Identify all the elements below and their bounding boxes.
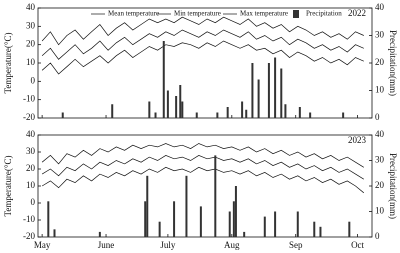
legend-label: Max temperature bbox=[240, 10, 288, 18]
x-tick-label: Aug bbox=[224, 240, 240, 250]
legend-label: Precipitation bbox=[306, 10, 342, 18]
plot-frame bbox=[37, 134, 373, 238]
y2-tick-label: 30 bbox=[375, 30, 385, 40]
precipitation-bar bbox=[298, 107, 301, 118]
precipitation-bar bbox=[313, 221, 316, 237]
precipitation-bar bbox=[154, 112, 157, 118]
precipitation-bar bbox=[173, 201, 176, 237]
legend-label: Mean temperature bbox=[108, 10, 159, 18]
x-tick-label: June bbox=[98, 240, 115, 250]
precipitation-bar bbox=[195, 112, 198, 118]
y-tick-label: 20 bbox=[26, 39, 36, 49]
temperature-line bbox=[41, 16, 364, 46]
y2-tick-label: 40 bbox=[375, 2, 385, 12]
precipitation-bar bbox=[234, 186, 237, 237]
precipitation-bar bbox=[263, 216, 266, 237]
temperature-line bbox=[41, 143, 364, 168]
y-tick-label: 0 bbox=[31, 75, 36, 85]
temperature-line bbox=[41, 29, 364, 60]
precipitation-bar bbox=[228, 211, 231, 237]
legend-label: Min temperature bbox=[174, 10, 221, 18]
precipitation-bar bbox=[144, 201, 147, 237]
precipitation-bar bbox=[296, 211, 299, 237]
y-axis-label: Temperature(°C) bbox=[3, 33, 13, 94]
x-tick-label: Oct bbox=[351, 240, 364, 250]
precipitation-bar bbox=[53, 229, 56, 237]
precipitation-bar bbox=[199, 206, 202, 237]
precipitation-bar bbox=[162, 41, 165, 118]
precipitation-bar bbox=[166, 90, 169, 118]
y-tick-label: -10 bbox=[23, 214, 35, 224]
plot-frame bbox=[37, 7, 373, 119]
y2-tick-label: 20 bbox=[375, 57, 385, 67]
y-tick-label: 0 bbox=[31, 197, 36, 207]
temperature-line bbox=[41, 40, 364, 75]
precipitation-bar bbox=[226, 107, 229, 118]
y-tick-label: -20 bbox=[23, 231, 35, 241]
precipitation-bar bbox=[148, 101, 151, 118]
precipitation-bar bbox=[243, 231, 246, 237]
precipitation-bar bbox=[179, 85, 182, 118]
year-label: 2022 bbox=[348, 8, 366, 18]
x-tick-label: May bbox=[34, 240, 51, 250]
precipitation-bar bbox=[257, 79, 260, 118]
x-tick-label: Sep bbox=[289, 240, 303, 250]
y2-axis-label: Precipitation(mm) bbox=[388, 30, 398, 96]
precipitation-bar bbox=[232, 201, 235, 237]
y2-tick-label: 10 bbox=[375, 85, 385, 95]
precipitation-bar bbox=[61, 112, 64, 118]
y2-tick-label: 0 bbox=[375, 231, 380, 241]
y2-tick-label: 20 bbox=[375, 180, 385, 190]
y2-tick-label: 30 bbox=[375, 155, 385, 165]
y2-tick-label: 10 bbox=[375, 206, 385, 216]
precipitation-bar bbox=[214, 155, 217, 237]
y-tick-label: 30 bbox=[26, 146, 36, 156]
legend: Mean temperature Min temperature Max tempe… bbox=[91, 10, 342, 18]
precipitation-bar bbox=[216, 112, 219, 118]
y-tick-label: -20 bbox=[23, 112, 35, 122]
precipitation-bar bbox=[111, 104, 114, 118]
precipitation-bar bbox=[241, 101, 244, 118]
temperature-line bbox=[41, 166, 365, 194]
y-tick-label: 30 bbox=[26, 20, 36, 30]
legend-swatch bbox=[293, 10, 299, 18]
y-tick-label: 10 bbox=[26, 180, 36, 190]
temperature-line bbox=[41, 155, 364, 180]
y2-tick-label: 40 bbox=[375, 129, 385, 139]
precipitation-bar bbox=[267, 63, 270, 118]
precipitation-bar bbox=[284, 104, 287, 118]
precipitation-bar bbox=[47, 201, 50, 237]
precipitation-bar bbox=[274, 211, 277, 237]
precipitation-bar bbox=[245, 109, 248, 118]
y-tick-label: 40 bbox=[26, 2, 36, 12]
precipitation-bar bbox=[251, 63, 254, 118]
precipitation-bar bbox=[146, 175, 149, 237]
precipitation-bar bbox=[274, 57, 277, 118]
precipitation-bar bbox=[175, 96, 178, 118]
precipitation-bar bbox=[181, 101, 184, 118]
year-label: 2023 bbox=[348, 135, 367, 145]
precipitation-bar bbox=[98, 231, 101, 237]
precipitation-bar bbox=[158, 221, 161, 237]
precipitation-bar bbox=[348, 221, 351, 237]
y2-tick-label: 0 bbox=[375, 112, 380, 122]
y-axis-label: Temperature(°C) bbox=[3, 156, 13, 217]
precipitation-bar bbox=[185, 175, 188, 237]
y-tick-label: 20 bbox=[26, 163, 36, 173]
y-tick-label: 10 bbox=[26, 57, 36, 67]
y-tick-label: -10 bbox=[23, 94, 35, 104]
y2-axis-label: Precipitation(mm) bbox=[388, 153, 398, 219]
y-tick-label: 40 bbox=[26, 129, 36, 139]
precipitation-bar bbox=[319, 226, 322, 237]
precipitation-bar bbox=[309, 112, 312, 118]
precipitation-bar bbox=[280, 68, 283, 118]
precipitation-bar bbox=[342, 112, 345, 118]
x-tick-label: July bbox=[160, 240, 176, 250]
